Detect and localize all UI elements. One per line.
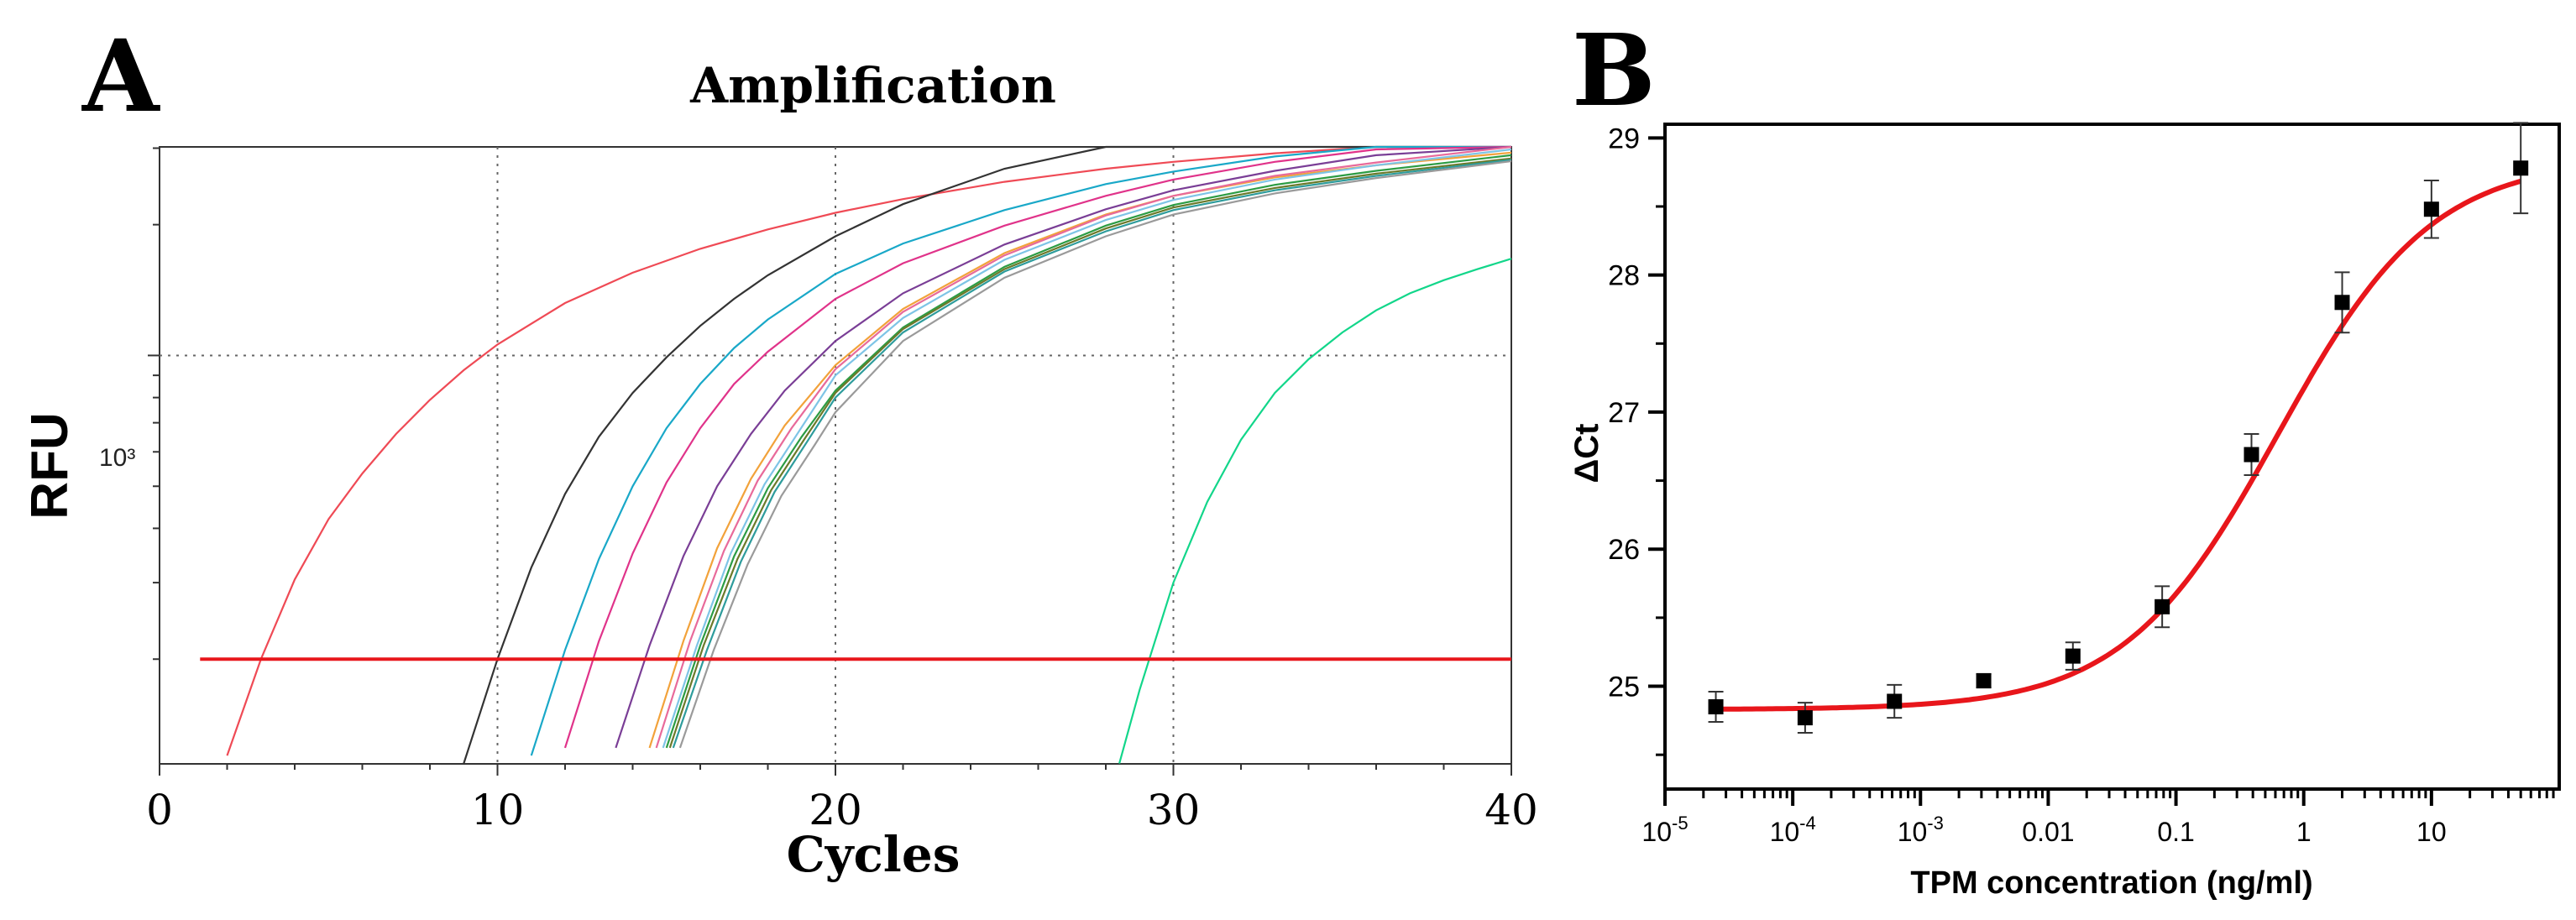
x-tick-label: 30 [1147, 786, 1201, 834]
amplification-curve-black [463, 145, 1511, 764]
ticks-b: 10-5 10-4 10-3 0.01 0.1 1 10 25 26 27 28 29 [1608, 123, 2555, 847]
amplification-curve-red-early [226, 145, 1511, 756]
y-axis-label-a: RFU [21, 412, 79, 519]
panel-a: A Amplification 0 10 20 30 40 Cycles RFU 10³ [21, 18, 1538, 883]
y-tick-label: 29 [1608, 123, 1640, 154]
data-point [2244, 447, 2259, 463]
amplification-curve-orange [648, 151, 1512, 749]
amplification-curve-grey [678, 159, 1512, 749]
amplification-curve-purple [615, 145, 1512, 749]
amplification-curve-green [665, 154, 1512, 749]
data-point [1976, 672, 1992, 688]
x-tick-label: 10-4 [1770, 813, 1816, 847]
x-tick-label: 10-5 [1641, 813, 1688, 847]
x-tick-label: 0 [146, 786, 173, 834]
data-point [1708, 699, 1724, 715]
amplification-curve-light-blue [662, 148, 1512, 749]
panel-b: B 10-5 10-4 10-3 0.01 0.1 1 10 25 26 27 28 29 TPM c… [1568, 12, 2561, 901]
data-point [1797, 710, 1813, 726]
amplification-curve-olive [668, 157, 1512, 749]
amplification-curve-teal [672, 159, 1512, 749]
panel-b-label: B [1572, 12, 1656, 128]
y-tick-label: 27 [1608, 397, 1640, 429]
x-tick-label: 20 [809, 786, 862, 834]
x-tick-label: 10 [2416, 817, 2447, 847]
x-axis-label-b: TPM concentration (ng/ml) [1910, 865, 2312, 901]
y-axis-label-b: ΔCt [1568, 424, 1605, 484]
x-tick-label: 40 [1484, 786, 1538, 834]
data-point [1887, 693, 1903, 709]
x-tick-label: 0.1 [2157, 817, 2194, 847]
y-tick-label: 26 [1608, 534, 1640, 566]
y-tick-label: 25 [1608, 672, 1640, 703]
x-axis-label-a: Cycles [787, 826, 961, 883]
data-point [2513, 160, 2529, 176]
grid-a [160, 147, 1511, 764]
ticks-a: 0 10 20 30 40 [146, 147, 1538, 834]
x-tick-label: 10 [471, 786, 525, 834]
panel-a-label: A [81, 18, 160, 134]
amplification-curve-cyan [530, 145, 1511, 756]
x-tick-label: 0.01 [2022, 817, 2074, 847]
data-point [2334, 295, 2350, 311]
data-point [2155, 599, 2170, 614]
data-point [2065, 648, 2081, 664]
amplification-title: Amplification [689, 57, 1056, 114]
y-tick-label: 28 [1608, 260, 1640, 292]
amplification-curve-green-late [1118, 258, 1512, 764]
data-points [1708, 122, 2529, 734]
y-gridline-label-a: 10³ [99, 444, 135, 472]
x-tick-label: 1 [2296, 817, 2312, 847]
fit-curve [1715, 178, 2522, 712]
data-point [2423, 201, 2439, 217]
x-tick-label: 10-3 [1898, 813, 1944, 847]
amplification-curves [226, 145, 1512, 764]
plot-frame-b [1663, 123, 2561, 791]
amplification-curve-pink [655, 145, 1512, 749]
amplification-curve-magenta [563, 145, 1512, 749]
